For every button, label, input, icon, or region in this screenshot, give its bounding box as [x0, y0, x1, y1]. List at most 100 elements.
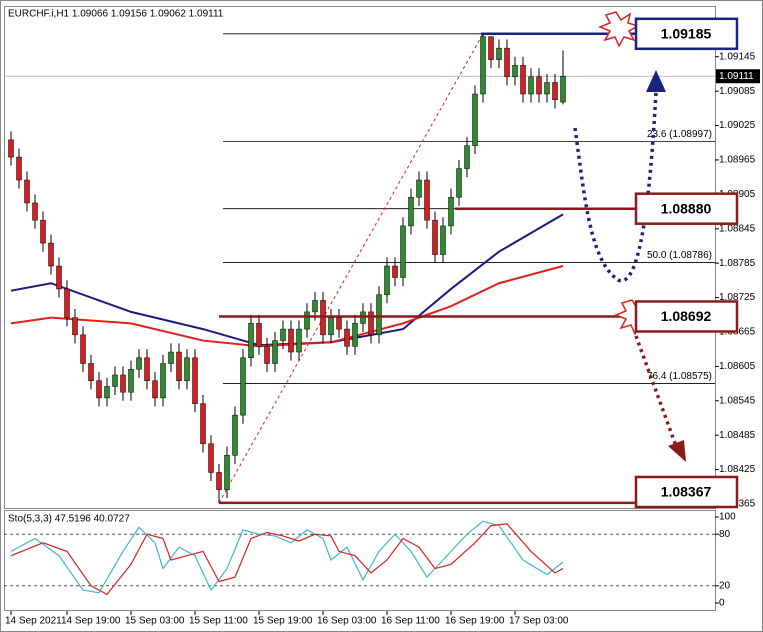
candle-body [488, 36, 494, 60]
y-tick-label: 1.08605 [719, 361, 756, 372]
candle-body [424, 179, 430, 221]
candle-body [200, 403, 206, 445]
y-tick-label: 1.08785 [719, 258, 756, 269]
candle-body [504, 47, 510, 78]
candle-body [368, 311, 374, 336]
x-tick-label: 16 Sep 11:00 [381, 616, 440, 627]
y-tick-label: 0 [719, 598, 725, 609]
y-tick-label: 1.09145 [719, 51, 756, 62]
candle-body [416, 179, 422, 198]
candle-body [232, 414, 238, 456]
candle-body [384, 265, 390, 295]
candle-body [216, 472, 222, 490]
candle-body [152, 380, 158, 399]
candle-body [496, 47, 502, 60]
candle-body [288, 328, 294, 353]
x-tick-label: 17 Sep 03:00 [509, 616, 569, 627]
y-tick-label: 100 [719, 512, 736, 523]
stoch-line [10, 520, 564, 594]
projection-arrow [634, 335, 678, 447]
last-price-box [716, 69, 760, 84]
candle-body [144, 357, 150, 381]
candle-body [328, 317, 334, 336]
starburst [597, 11, 640, 48]
candle-body [552, 82, 558, 100]
candle-body [520, 65, 526, 95]
candle-body [176, 351, 182, 381]
y-tick-label: 1.08485 [719, 430, 756, 441]
y-tick-label: 1.09025 [719, 120, 756, 131]
x-tick-label: 14 Sep 19:00 [61, 616, 121, 627]
candle-body [352, 323, 358, 347]
candle-body [312, 300, 318, 313]
candle-body [80, 334, 86, 364]
level-box [634, 475, 739, 509]
main-panel [4, 6, 716, 509]
candle-body [8, 139, 14, 158]
candle-body [408, 196, 414, 227]
candle-body [400, 225, 406, 278]
candle-body [432, 219, 438, 255]
candle-body [120, 374, 126, 393]
x-tick-label: 15 Sep 03:00 [125, 616, 185, 627]
stoch-line [10, 523, 564, 596]
candle-body [112, 374, 118, 387]
candle-body [160, 363, 166, 399]
candle-body [40, 219, 46, 244]
y-tick-label: 80 [719, 529, 731, 540]
candle-body [296, 328, 302, 353]
y-tick-label: 1.08425 [719, 464, 756, 475]
candle-body [264, 346, 270, 364]
candle-body [464, 145, 470, 169]
candle-body [536, 76, 542, 95]
candle-body [544, 82, 550, 95]
candle-body [72, 317, 78, 336]
candle-body [304, 311, 310, 330]
candle-body [16, 156, 22, 181]
candle-body [48, 242, 54, 267]
candle-body [448, 196, 454, 227]
x-tick-label: 16 Sep 19:00 [445, 616, 505, 627]
candle-body [208, 443, 214, 473]
candle-body [528, 76, 534, 95]
candle-body [560, 75, 566, 103]
candle-body [168, 351, 174, 364]
level-box-label: 1.08692 [661, 308, 712, 324]
candle-body [56, 265, 62, 290]
candle-body [256, 323, 262, 347]
candle-body [344, 328, 350, 347]
candle-body [192, 357, 198, 404]
level-box [634, 300, 739, 333]
candle-body [240, 357, 246, 416]
level-box [634, 17, 739, 51]
stoch-panel [4, 510, 716, 611]
last-price-label: 1.09111 [719, 71, 754, 82]
stoch-header: Sto(5,3,3) 47.5196 40.0727 [8, 514, 130, 525]
candle-body [104, 386, 110, 399]
candle-body [272, 340, 278, 364]
level-box-label: 1.08880 [661, 200, 712, 216]
fib-label: 23.6 (1.08997) [647, 129, 712, 140]
x-tick-label: 16 Sep 03:00 [317, 616, 377, 627]
x-tick-label: 15 Sep 11:00 [189, 616, 248, 627]
candle-body [32, 202, 38, 221]
arrow-head [646, 70, 666, 92]
symbol-header: EURCHF.i,H1 1.09066 1.09156 1.09062 1.09… [8, 9, 224, 20]
candle-body [336, 317, 342, 330]
candle-body [128, 368, 134, 393]
y-tick-label: 1.09085 [719, 86, 756, 97]
projection-arrow [573, 91, 658, 283]
candle-body [248, 323, 254, 359]
candle-body [392, 265, 398, 278]
y-tick-label: 1.08725 [719, 292, 756, 303]
x-tick-label: 15 Sep 19:00 [253, 616, 313, 627]
moving-average [10, 265, 564, 348]
candle-body [512, 65, 518, 78]
level-box [634, 192, 739, 225]
candle-body [472, 93, 478, 146]
fib-label: 50.0 (1.08786) [647, 250, 712, 261]
y-tick-label: 20 [719, 580, 731, 591]
candle-body [136, 357, 142, 370]
candle-body [376, 294, 382, 336]
